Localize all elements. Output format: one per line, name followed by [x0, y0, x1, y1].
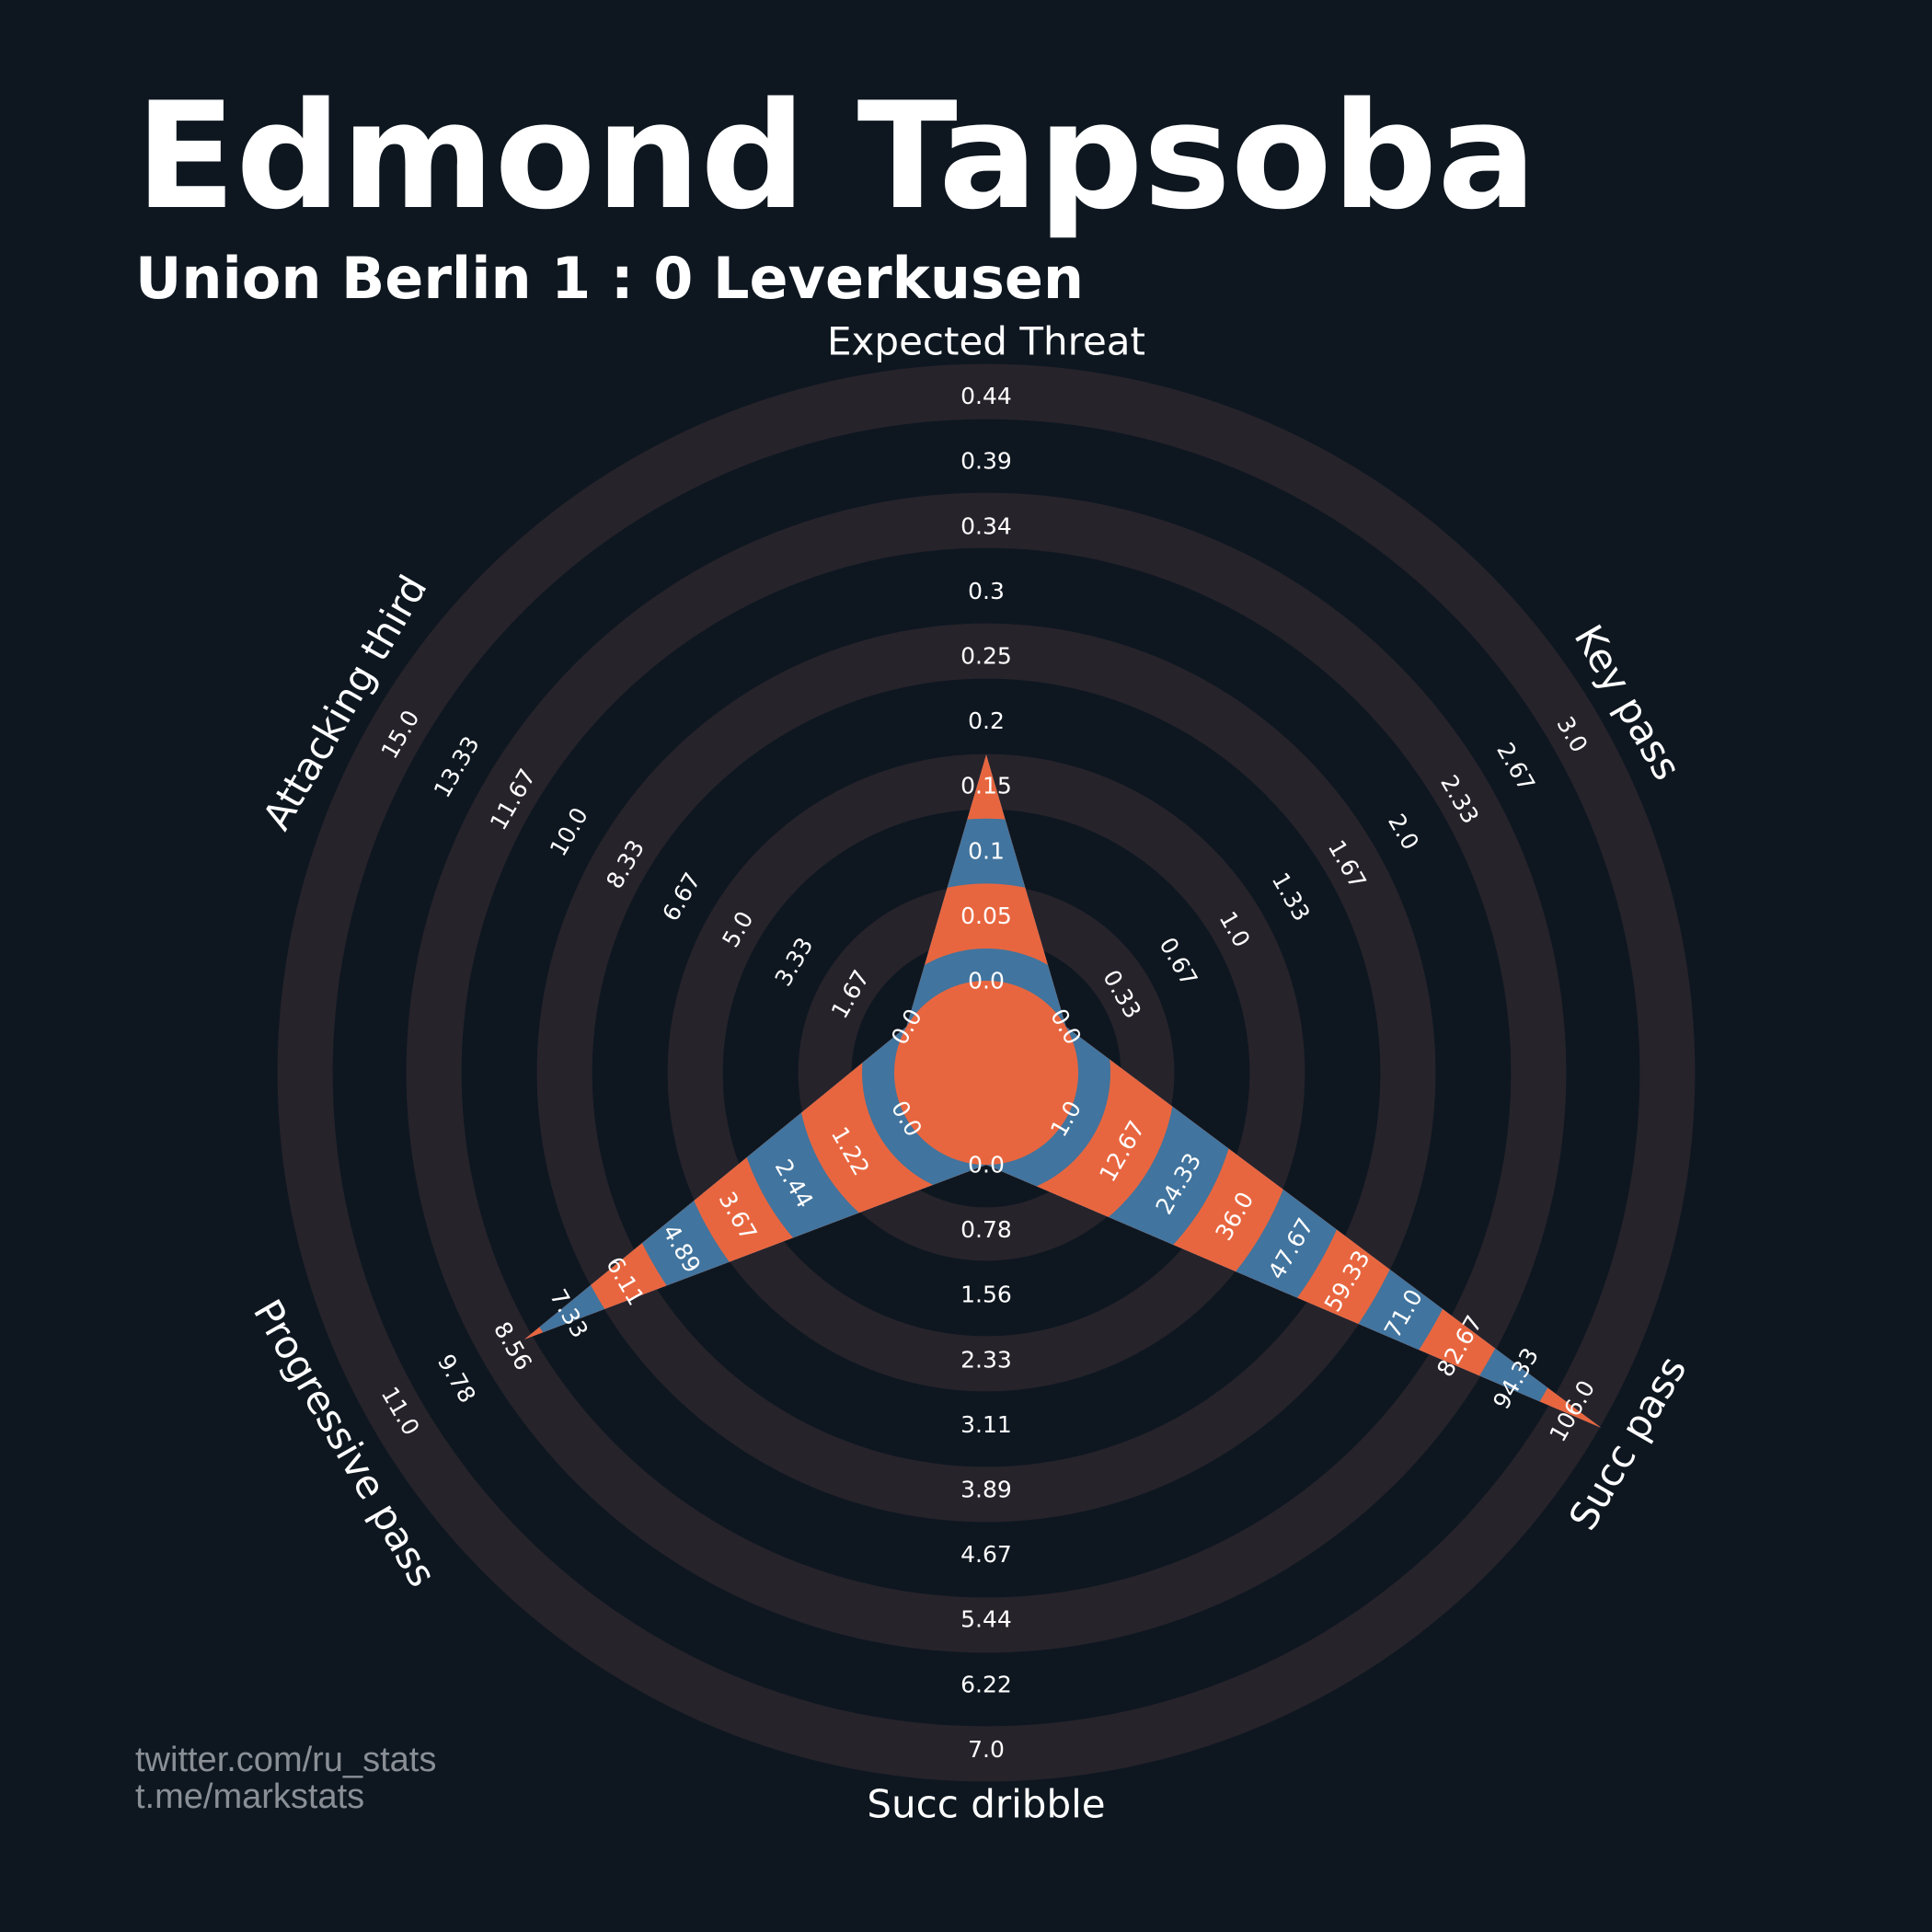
tick-label: 6.22 — [960, 1671, 1012, 1697]
tick-label: 4.67 — [960, 1541, 1012, 1568]
tick-label: 0.05 — [960, 903, 1012, 929]
tick-label: 2.33 — [960, 1346, 1012, 1373]
tick-label: 0.44 — [960, 383, 1012, 409]
tick-label: 0.15 — [960, 773, 1012, 799]
tick-label: 3.89 — [960, 1477, 1012, 1503]
tick-label: 7.0 — [968, 1736, 1005, 1763]
tick-label: 0.3 — [968, 578, 1005, 604]
tick-label: 0.39 — [960, 448, 1012, 475]
page-title: Edmond Tapsoba — [135, 70, 1537, 242]
telegram-credit: t.me/markstats — [135, 1777, 365, 1816]
tick-label: 0.0 — [968, 968, 1005, 995]
tick-label: 0.25 — [960, 643, 1012, 670]
inner-circle — [894, 981, 1078, 1165]
tick-label: 0.1 — [968, 837, 1005, 864]
tick-label: 3.11 — [960, 1411, 1012, 1438]
match-subtitle: Union Berlin 1 : 0 Leverkusen — [135, 245, 1085, 312]
tick-label: 0.0 — [968, 1152, 1005, 1179]
twitter-credit: twitter.com/ru_stats — [135, 1741, 437, 1779]
tick-label: 0.78 — [960, 1216, 1012, 1243]
parameter-label: Succ dribble — [867, 1782, 1105, 1827]
credits: twitter.com/ru_stats t.me/markstats — [135, 1742, 436, 1815]
tick-label: 0.2 — [968, 707, 1005, 734]
tick-label: 5.44 — [960, 1606, 1012, 1633]
parameter-label: Expected Threat — [827, 319, 1145, 364]
tick-label: 0.34 — [960, 512, 1012, 539]
tick-label: 1.56 — [960, 1282, 1012, 1308]
